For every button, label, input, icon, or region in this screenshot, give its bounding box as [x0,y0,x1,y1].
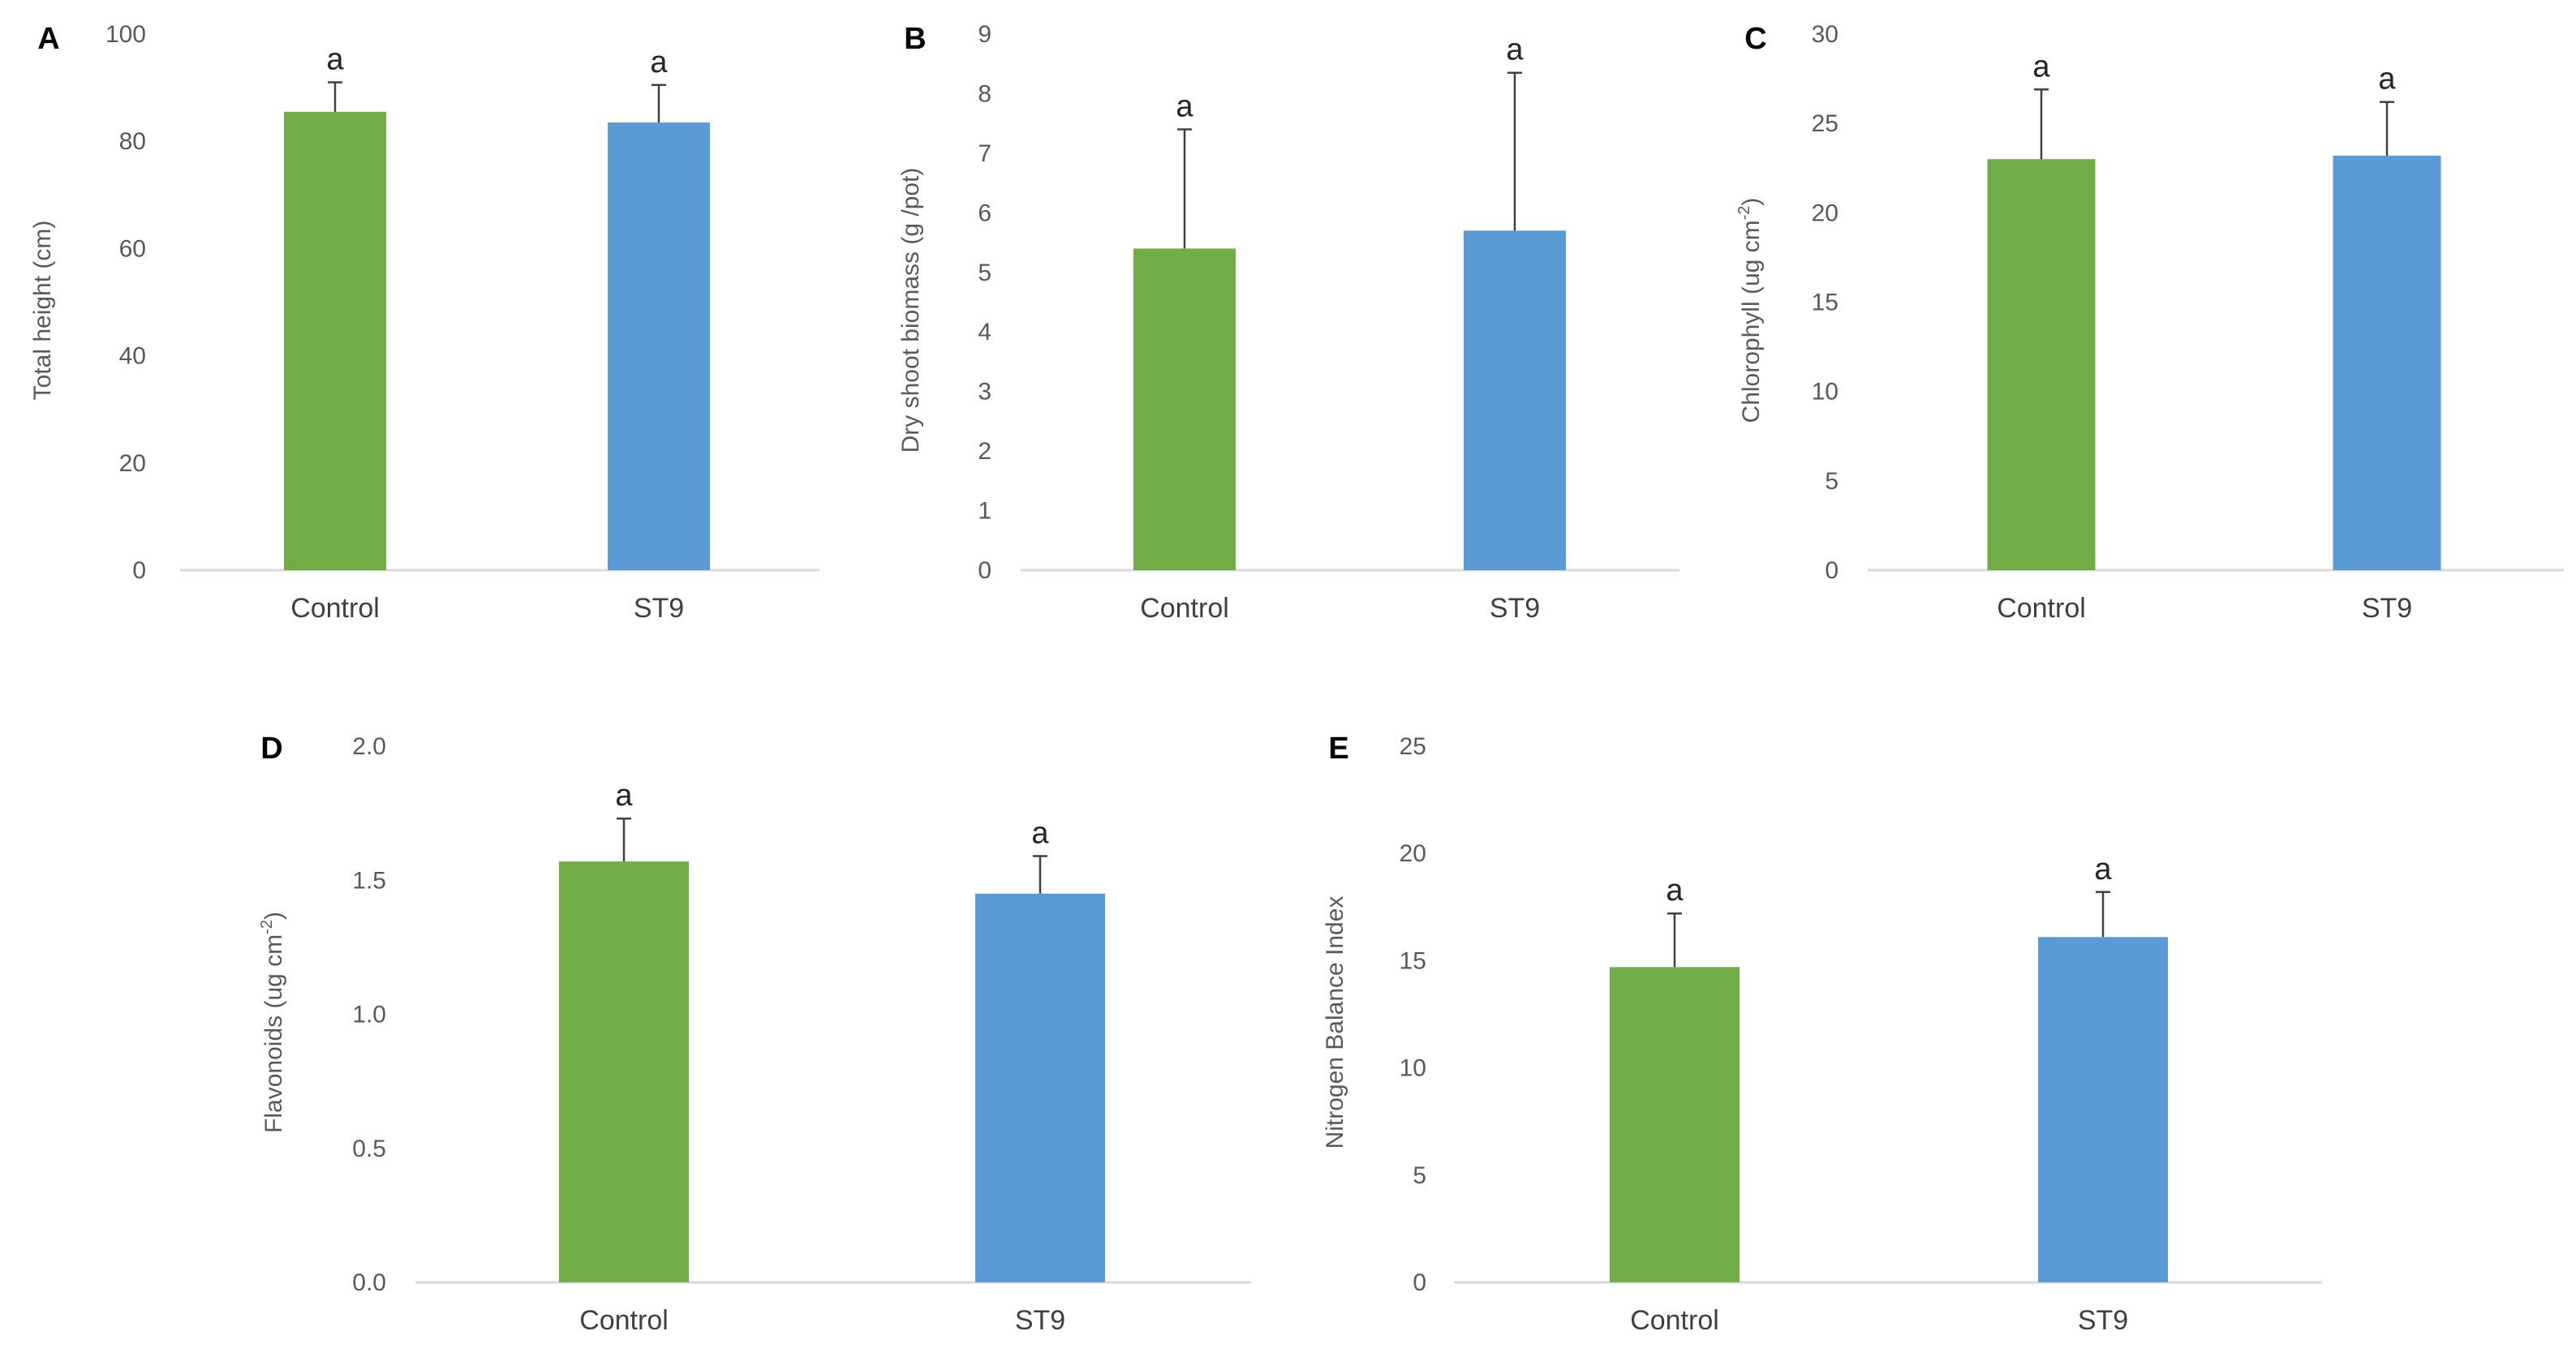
panel-a-y-axis-label: Total height (cm) [29,221,56,401]
panel-a-bar-st9 [608,122,710,570]
panel-b-y-tick-label: 8 [978,80,991,107]
panel-c-y-tick-label: 5 [1825,468,1838,495]
panel-b-y-tick-label: 9 [978,21,991,48]
panel-e-y-tick-label: 10 [1400,1055,1426,1082]
panel-e-y-axis-label: Nitrogen Balance Index [1322,896,1348,1149]
panel-c-y-axis-label-end: ) [1738,198,1765,206]
panel-d-y-axis-label: Flavonoids (ug cm-2) [258,912,287,1133]
panel-c-category-label: Control [1997,593,2086,624]
panel-a-y-tick-label: 60 [119,235,146,262]
panel-b-significance-label: a [1176,90,1193,124]
panel-a-y-tick-label: 40 [119,343,146,370]
panel-c-y-tick-label: 30 [1812,21,1838,48]
panel-b-y-tick-label: 1 [978,498,991,525]
panel-b-y-tick-label: 3 [978,379,991,406]
panel-a-y-tick-label: 0 [132,557,146,584]
panel-a-y-tick-label: 20 [119,450,146,477]
panel-a-y-tick-label: 100 [105,21,146,48]
panel-c-significance-label: a [2378,62,2396,97]
panel-b-label: B [904,22,926,56]
panel-d-category-label: ST9 [1015,1305,1065,1336]
panel-c-y-tick-label: 25 [1812,110,1838,137]
panel-a-label: A [37,22,59,56]
panel-d-label: D [260,732,282,766]
panel-b-y-tick-label: 0 [978,557,991,584]
panel-e-category-label: Control [1630,1305,1719,1336]
panel-b-y-tick-label: 2 [978,438,991,465]
panel-b-y-tick-label: 6 [978,200,991,226]
panel-e-y-tick-label: 20 [1400,840,1426,867]
panel-c-y-tick-label: 0 [1825,557,1838,584]
panel-e-y-tick-label: 15 [1400,947,1426,974]
panel-d-bar-control [559,861,689,1282]
panel-e-significance-label: a [1666,874,1684,908]
panel-c-significance-label: a [2032,49,2050,84]
panel-e-y-tick-label: 0 [1413,1269,1426,1296]
panel-c-y-tick-label: 10 [1812,379,1838,406]
panel-c-y-tick-label: 20 [1812,200,1838,226]
panel-b-y-axis-label: Dry shoot biomass (g /pot) [897,168,924,453]
panel-e-y-tick-label: 25 [1400,733,1426,760]
panel-d-significance-label: a [615,779,633,813]
panel-c-y-axis-label-sup: -2 [1735,206,1753,221]
panel-b-y-tick-label: 5 [978,260,991,286]
panel-e-y-tick-label: 5 [1413,1162,1426,1189]
panel-a-significance-label: a [326,42,344,76]
panel-a-category-label: Control [290,593,380,624]
panel-d-y-axis-label-end: ) [260,912,287,920]
panel-d-y-tick-label: 1.0 [352,1002,386,1028]
panel-e-y-axis-label-text: Nitrogen Balance Index [1322,896,1348,1149]
panel-a-y-axis-label-text: Total height (cm) [29,221,56,401]
panel-a-significance-label: a [650,45,668,79]
panel-d-y-tick-label: 2.0 [352,733,386,760]
panel-c-y-tick-label: 15 [1812,290,1838,316]
panel-c-bar-control [1987,159,2096,570]
panel-b-bar-control [1133,248,1236,570]
panel-d-y-tick-label: 0.5 [352,1136,386,1162]
panel-b-significance-label: a [1506,33,1524,67]
panel-b-category-label: ST9 [1490,593,1540,624]
panel-e-category-label: ST9 [2078,1305,2128,1336]
panel-b-bar-st9 [1464,230,1566,570]
panel-b-y-axis-label-text: Dry shoot biomass (g /pot) [897,168,924,453]
panel-e-bar-st9 [2038,937,2168,1282]
panel-a-bar-control [284,111,386,571]
panel-e-bar-control [1610,967,1740,1282]
panel-c-label: C [1744,22,1766,56]
panel-d-y-axis-label-sup: -2 [258,920,276,934]
panel-e-significance-label: a [2094,852,2112,887]
panel-e-label: E [1328,732,1348,766]
panel-d-significance-label: a [1031,817,1049,851]
panel-b-category-label: Control [1140,593,1229,624]
panel-d-category-label: Control [579,1305,669,1336]
panel-a-category-label: ST9 [634,593,684,624]
panel-a-y-tick-label: 80 [119,128,146,155]
panel-d-y-tick-label: 0.0 [352,1269,386,1296]
panel-d-y-tick-label: 1.5 [352,867,386,894]
panel-b-y-tick-label: 7 [978,140,991,167]
panel-c-bar-st9 [2333,155,2441,570]
panel-c-y-axis-label: Chlorophyll (ug cm-2) [1735,198,1765,423]
panel-c-y-axis-label-text: Chlorophyll (ug cm [1738,220,1765,423]
panel-c-category-label: ST9 [2362,593,2412,624]
panel-d-bar-st9 [975,893,1105,1282]
panel-b-y-tick-label: 4 [978,319,991,346]
panel-d-y-axis-label-text: Flavonoids (ug cm [260,934,287,1133]
